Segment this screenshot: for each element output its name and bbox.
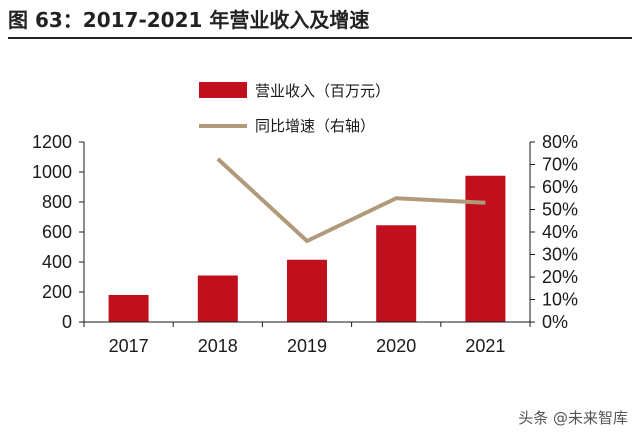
right-tick-label: 0%: [542, 312, 568, 332]
figure-title: 图 63：2017-2021 年营业收入及增速: [8, 8, 370, 32]
left-tick-label: 600: [42, 222, 72, 242]
legend-revenue-label: 营业收入（百万元）: [255, 82, 390, 100]
left-tick-label: 400: [42, 252, 72, 272]
left-tick-label: 200: [42, 282, 72, 302]
axes: 0 200 400 600 800 1000 1200 0%10% 20%30% 40%50% 60…: [32, 132, 578, 356]
x-tick-label: 2020: [376, 336, 416, 356]
legend-growth-label: 同比增速（右轴）: [255, 117, 375, 135]
bar-2018: [197, 275, 238, 322]
bar-2017: [108, 295, 149, 322]
right-tick-label: 40%: [542, 222, 578, 242]
left-tick-label: 800: [42, 192, 72, 212]
x-tick-label: 2021: [465, 336, 505, 356]
right-tick-label: 50%: [542, 200, 578, 220]
bar-2021: [465, 175, 506, 322]
left-tick-label: 1200: [32, 132, 72, 152]
bar-2020: [376, 225, 417, 322]
legend-revenue-swatch: [199, 82, 247, 98]
title-divider: [8, 37, 632, 39]
x-tick-label: 2018: [198, 336, 238, 356]
x-tick-label: 2017: [109, 336, 149, 356]
growth-line-layer: [216, 157, 486, 244]
left-tick-label: 1000: [32, 162, 72, 182]
x-tick-label: 2019: [287, 336, 327, 356]
revenue-bars: [108, 175, 506, 322]
watermark: 头条 @未来智库: [518, 409, 628, 427]
right-tick-label: 60%: [542, 177, 578, 197]
bar-2019: [287, 259, 327, 322]
right-tick-label: 20%: [542, 267, 578, 287]
legend: 营业收入（百万元） 同比增速（右轴）: [199, 82, 390, 135]
left-tick-label: 0: [62, 312, 72, 332]
growth-line: [216, 157, 486, 244]
right-tick-label: 70%: [542, 155, 578, 175]
right-tick-label: 30%: [542, 245, 578, 265]
right-tick-label: 80%: [542, 132, 578, 152]
right-tick-label: 10%: [542, 290, 578, 310]
